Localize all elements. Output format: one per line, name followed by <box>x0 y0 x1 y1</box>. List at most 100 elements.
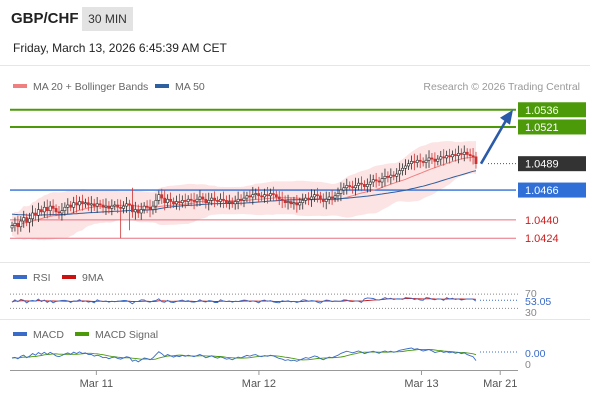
rsi-ma-legend-label: 9MA <box>82 272 104 284</box>
macd-signal-line <box>11 348 477 361</box>
candle-body <box>39 209 43 213</box>
main-legend: MA 20 + Bollinger Bands MA 50 Research ©… <box>13 81 580 93</box>
x-tick-label: Mar 21 <box>483 378 517 390</box>
rsi-level-30: 30 <box>525 307 537 319</box>
candle-body <box>180 200 184 203</box>
projection-arrow <box>479 109 513 165</box>
candle-body <box>266 194 269 197</box>
level-lines <box>10 108 516 239</box>
candle-body <box>227 201 231 203</box>
candle-body <box>160 194 164 199</box>
candle-body <box>34 212 37 216</box>
candle-body <box>81 201 84 205</box>
candle-body <box>412 161 416 163</box>
candle-body <box>386 175 390 178</box>
candle-body <box>183 200 187 202</box>
candle-body <box>57 211 61 214</box>
candle-body <box>63 206 67 212</box>
level-tag-box <box>518 119 586 135</box>
candle-body <box>192 200 196 202</box>
level-label: 1.0521 <box>525 122 559 134</box>
level-tag-1.0440: 1.0440 <box>525 215 559 227</box>
candle-body <box>60 210 64 214</box>
candle-body <box>157 194 161 201</box>
level-label: 1.0466 <box>525 185 559 197</box>
timeframe-button[interactable]: 30 MIN <box>82 7 133 31</box>
candle-body <box>269 193 272 197</box>
candle-body <box>213 197 217 201</box>
candle-body <box>383 175 387 179</box>
macd-current-value: 0.00 <box>525 348 546 360</box>
candle-body <box>342 187 346 191</box>
ma20-swatch <box>13 84 27 88</box>
candle-body <box>224 200 228 203</box>
candle-body <box>139 209 143 214</box>
candle-body <box>316 194 319 197</box>
candle-body <box>22 217 26 222</box>
candle-body <box>107 205 111 209</box>
candle-body <box>454 154 457 156</box>
candle-body <box>424 159 428 163</box>
candle-body <box>301 200 305 203</box>
candle-body <box>166 198 170 203</box>
candle-body <box>468 154 472 156</box>
candle-body <box>72 202 76 208</box>
candle-body <box>216 200 219 202</box>
candle-body <box>13 223 17 226</box>
candle-body <box>313 194 316 198</box>
level-tag-1.0424: 1.0424 <box>525 233 559 245</box>
candle-body <box>374 179 378 182</box>
candle-body <box>84 202 87 205</box>
candle-body <box>230 201 234 205</box>
x-tick-label: Mar 13 <box>404 378 438 390</box>
candle-body <box>122 205 125 209</box>
macd-signal-swatch <box>75 332 89 336</box>
candle-body <box>404 165 407 169</box>
candle-body <box>10 225 14 229</box>
candle-body <box>321 198 325 202</box>
candle-body <box>333 195 337 199</box>
candle-body <box>351 186 355 189</box>
level-label: 1.0489 <box>525 159 559 171</box>
candle-body <box>330 196 334 199</box>
candle-body <box>242 197 246 201</box>
candle-body <box>104 205 108 208</box>
candle-body <box>392 174 396 177</box>
candle-body <box>318 195 322 200</box>
candle-body <box>222 198 225 201</box>
ma20-legend-label: MA 20 + Bollinger Bands <box>33 81 148 93</box>
candle-body <box>154 200 158 207</box>
candle-body <box>113 204 117 207</box>
level-label: 1.0424 <box>525 233 559 245</box>
candle-body <box>251 194 255 198</box>
candle-body <box>339 189 343 194</box>
candle-body <box>348 185 352 187</box>
datetime-label: Friday, March 13, 2026 6:45:39 AM CET <box>13 41 227 55</box>
candle-body <box>207 200 211 203</box>
candle-body <box>254 193 258 195</box>
candle-body <box>280 198 284 201</box>
candle-body <box>31 212 34 220</box>
candle-body <box>148 206 152 210</box>
macd-swatch <box>13 332 27 336</box>
candle-body <box>427 157 431 161</box>
candle-body <box>54 208 58 213</box>
candle-body <box>283 200 287 203</box>
x-axis: Mar 11 Mar 12 Mar 13 Mar 21 <box>80 370 517 390</box>
candle-body <box>201 196 205 200</box>
candle-body <box>377 180 381 183</box>
candle-body <box>42 206 46 213</box>
candle-body <box>101 204 105 208</box>
candle-body <box>89 203 93 206</box>
level-tags: 1.0536 1.0521 1.0489 1.0466 1.0440 1.0424 <box>518 102 586 245</box>
candle-body <box>380 178 384 183</box>
candle-body <box>459 153 463 155</box>
candle-body <box>75 202 79 206</box>
candle-body <box>189 198 193 201</box>
level-tag-box <box>518 182 586 198</box>
candle-body <box>442 156 446 159</box>
candle-body <box>465 151 469 155</box>
ma50-swatch <box>155 84 169 88</box>
candle-body <box>471 155 475 158</box>
